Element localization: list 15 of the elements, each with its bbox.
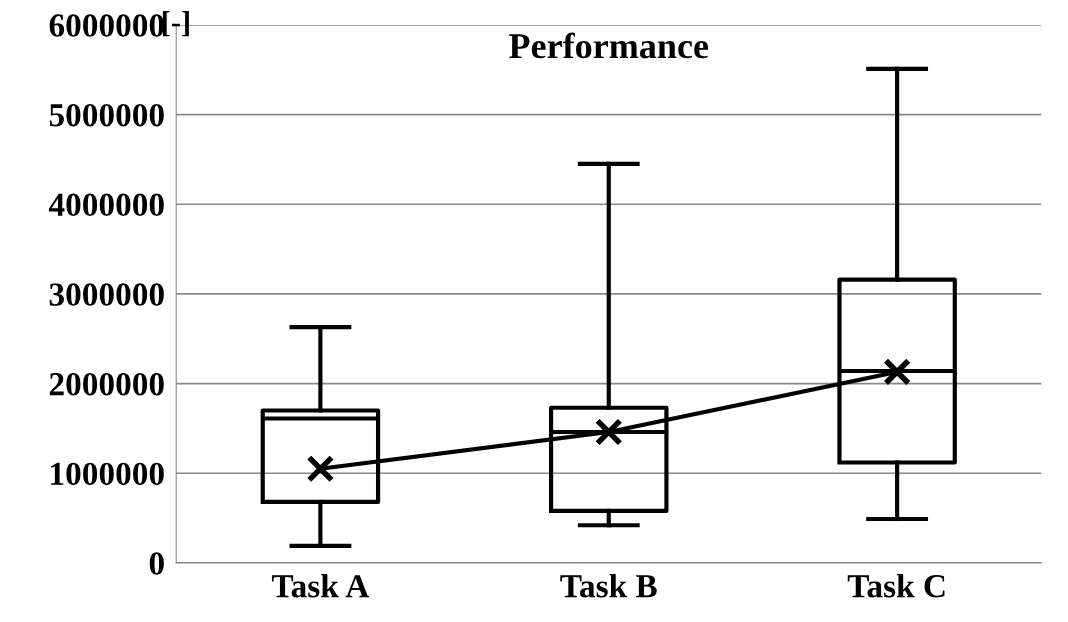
y-tick-label: 2000000: [49, 372, 164, 396]
y-tick-label: 0: [149, 552, 164, 575]
y-tick-label: 1000000: [51, 462, 164, 486]
x-tick-label: Task B: [560, 574, 657, 598]
y-axis-title: [-]: [162, 11, 189, 37]
x-tick-label: Task A: [271, 574, 370, 598]
y-tick-label: 6000000: [49, 14, 164, 37]
y-tick-label: 3000000: [49, 283, 164, 306]
chart-title: Performance: [509, 32, 709, 59]
x-tick-label: Task C: [847, 574, 945, 598]
point: [594, 418, 623, 446]
point: [306, 454, 335, 483]
y-tick-label: 5000000: [49, 103, 164, 127]
point: [883, 358, 912, 386]
y-tick-label: 4000000: [48, 193, 164, 217]
